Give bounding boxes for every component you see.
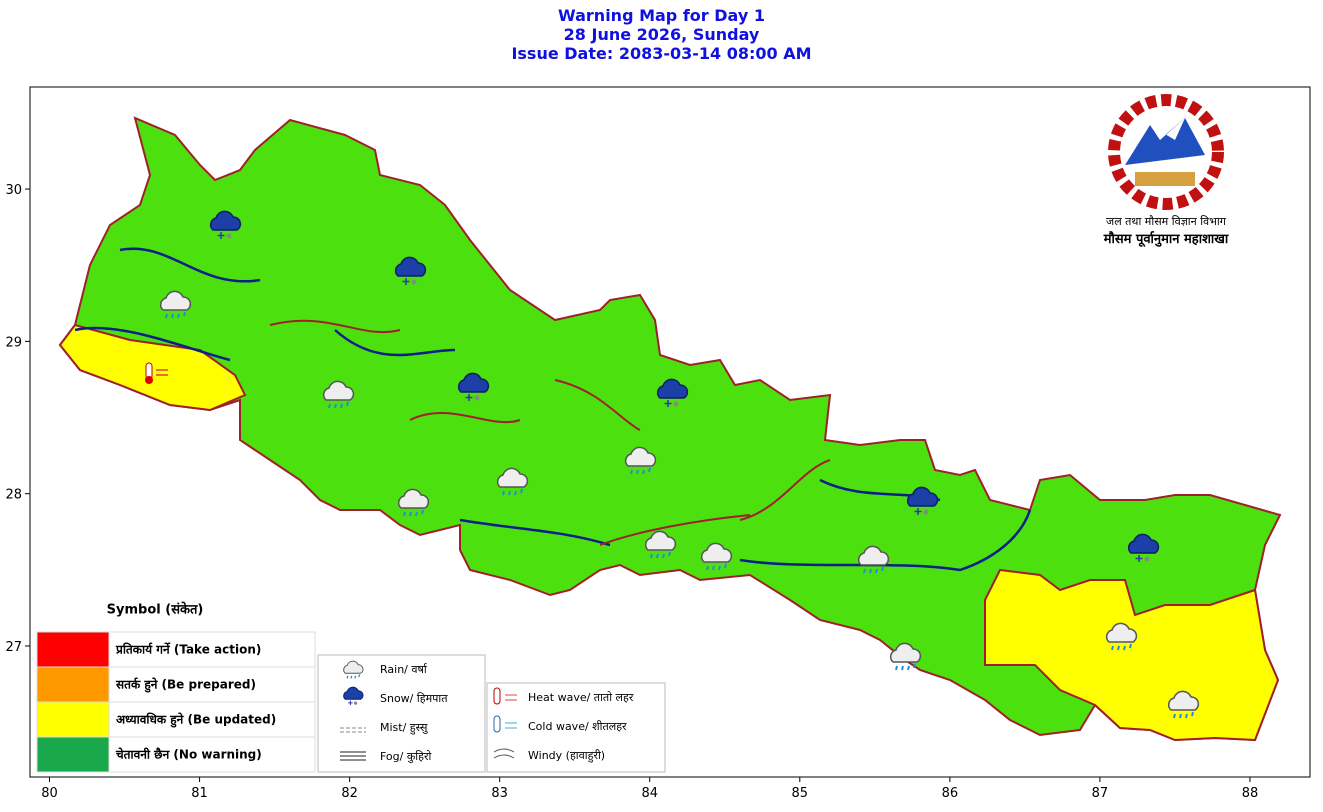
symbol-label: Snow/ हिमपात xyxy=(380,692,448,705)
legend-cell xyxy=(108,631,316,668)
x-tick-label: 80 xyxy=(41,786,58,801)
x-tick-label: 83 xyxy=(491,786,508,801)
legend-swatch xyxy=(36,666,110,703)
x-tick-label: 82 xyxy=(341,786,358,801)
legend-swatch xyxy=(36,631,110,668)
y-tick-label: 30 xyxy=(5,183,22,198)
x-tick-label: 81 xyxy=(191,786,208,801)
symbol-label: Windy (हावाहुरी) xyxy=(528,749,605,763)
logo-text: जल तथा मौसम विज्ञान विभाग xyxy=(1106,215,1227,228)
y-tick-label: 29 xyxy=(5,335,22,350)
legend-swatch xyxy=(36,701,110,738)
x-tick-label: 86 xyxy=(942,786,959,801)
x-tick-label: 84 xyxy=(641,786,658,801)
symbol-legend xyxy=(317,654,666,773)
legend-label: अध्यावधिक हुने (Be updated) xyxy=(116,713,276,729)
logo xyxy=(1108,94,1224,210)
legend-cell xyxy=(108,666,316,703)
district-border xyxy=(269,319,831,546)
country-area xyxy=(58,116,1282,742)
legend-label: सतर्क हुने (Be prepared) xyxy=(115,678,256,694)
title-line: Issue Date: 2083-03-14 08:00 AM xyxy=(511,44,812,63)
title-line: Warning Map for Day 1 xyxy=(558,6,765,25)
legend-swatch xyxy=(36,736,110,773)
x-tick-label: 87 xyxy=(1092,786,1109,801)
logo-text: मौसम पूर्वानुमान महाशाखा xyxy=(1103,231,1229,247)
y-tick-label: 28 xyxy=(5,488,22,503)
y-tick-label: 27 xyxy=(5,640,22,655)
title-line: 28 June 2026, Sunday xyxy=(563,25,760,44)
weather-icons xyxy=(145,210,1200,719)
x-tick-label: 88 xyxy=(1242,786,1259,801)
symbol-label: Heat wave/ तातो लहर xyxy=(528,691,634,704)
warning-area xyxy=(984,568,1280,742)
map-frame xyxy=(29,86,1311,778)
symbol-label: Fog/ कुहिरो xyxy=(380,750,431,763)
x-tick-label: 85 xyxy=(792,786,809,801)
legend-label: चेतावनी छैन (No warning) xyxy=(115,748,262,762)
legend-cell xyxy=(108,736,316,773)
legend-title: Symbol (संकेत) xyxy=(107,602,204,618)
legend-cell xyxy=(108,701,316,738)
symbol-label: Cold wave/ शीतलहर xyxy=(528,720,627,733)
symbol-label: Mist/ हुस्सु xyxy=(380,721,428,735)
province-border xyxy=(74,247,1032,572)
legend-label: प्रतिकार्य गर्ने (Take action) xyxy=(115,643,261,657)
symbol-label: Rain/ वर्षा xyxy=(380,663,428,676)
